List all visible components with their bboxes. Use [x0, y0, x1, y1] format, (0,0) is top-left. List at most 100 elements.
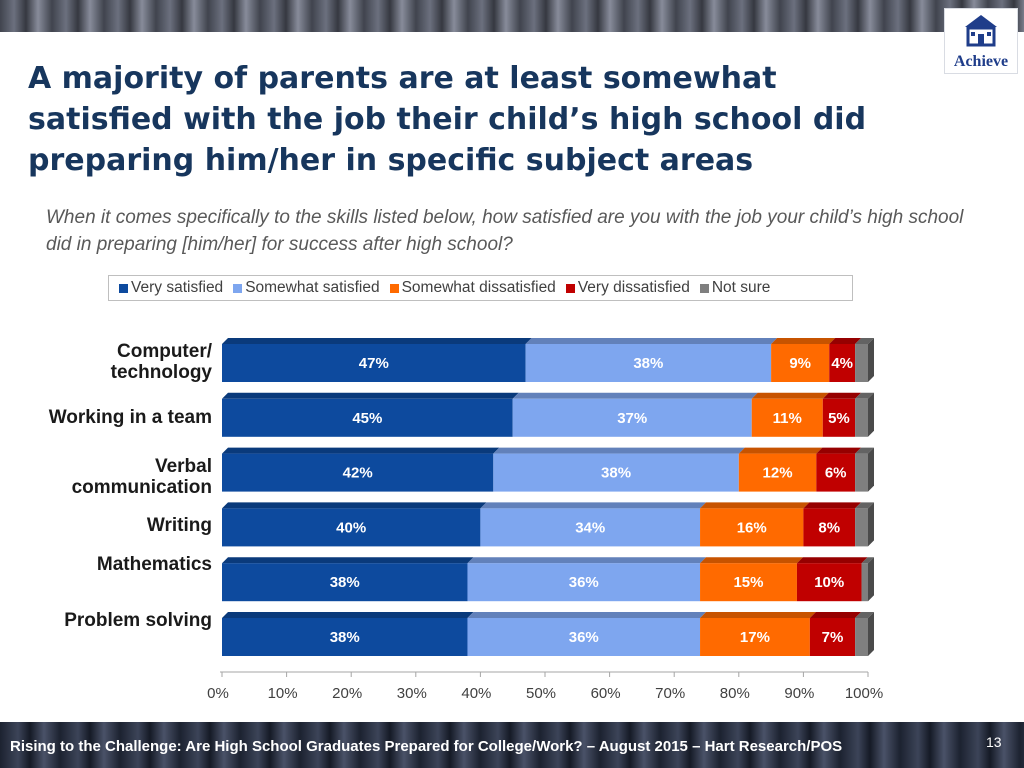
bar-segment-very-satisfied: [222, 338, 532, 382]
bar-top: [493, 447, 745, 454]
bar-top: [855, 392, 874, 399]
x-tick-label: 60%: [591, 685, 621, 702]
x-tick-label: 30%: [397, 685, 427, 702]
bar-top: [222, 447, 500, 454]
bar-top: [738, 447, 823, 454]
bar-top: [700, 557, 803, 564]
bar-top: [855, 338, 874, 344]
bar-front: [493, 453, 739, 492]
survey-question: When it comes specifically to the skills…: [46, 207, 964, 255]
legend-swatch: [233, 283, 243, 293]
data-label: 37%: [617, 410, 647, 427]
bar-side: [868, 612, 874, 656]
bar-segment-not-sure: [855, 392, 874, 437]
category-label: Writing: [147, 515, 212, 536]
data-label: 45%: [352, 410, 382, 427]
bar-front: [700, 508, 804, 547]
bar-front: [855, 453, 868, 492]
bar-front: [855, 618, 868, 656]
data-label: 8%: [818, 519, 840, 536]
bar-front: [855, 508, 868, 547]
x-tick-label: 50%: [526, 685, 556, 702]
bar-segment-somewhat-satisfied: [525, 338, 778, 382]
bar-front: [771, 344, 830, 382]
legend-item-very-dissatisfied: Very dissatisfied: [565, 279, 690, 297]
schoolhouse-icon: [965, 15, 997, 47]
x-tick-label: 90%: [784, 685, 814, 702]
bar-segment-somewhat-satisfied: [480, 502, 707, 547]
x-tick-label: 0%: [207, 685, 229, 702]
legend-label: Not sure: [711, 279, 771, 296]
bar-top: [829, 338, 862, 344]
bar-top: [861, 557, 874, 564]
legend-swatch: [699, 283, 709, 293]
bar-top: [855, 447, 874, 454]
bar-segment-somewhat-dissatisfied: [751, 392, 829, 437]
bar-top: [751, 392, 829, 399]
bar-segment-very-dissatisfied: [822, 392, 862, 437]
stacked-bar-chart: Computer/technology 47% 38% 9% 4% Working in …: [49, 338, 883, 702]
bar-segment-very-dissatisfied: [796, 557, 868, 602]
bar-side: [868, 447, 874, 492]
bar-segment-very-satisfied: [222, 447, 500, 492]
footer-bar: Rising to the Challenge: Are High School…: [0, 722, 1024, 768]
category-label: Verbal communication: [72, 456, 212, 498]
category-label: Problem solving: [64, 610, 212, 631]
x-tick-label: 70%: [655, 685, 685, 702]
x-tick-label: 80%: [720, 685, 750, 702]
bar-front: [861, 563, 868, 602]
bar-top: [771, 338, 836, 344]
bar-top: [816, 447, 862, 454]
bar-segment-somewhat-dissatisfied: [700, 557, 803, 602]
category-label: Working in a team: [49, 407, 212, 428]
data-label: 36%: [569, 574, 599, 591]
legend-item-somewhat-satisfied: Somewhat satisfied: [233, 279, 380, 297]
data-label: 7%: [822, 629, 844, 646]
bar-front: [700, 618, 810, 656]
legend-swatch: [119, 283, 128, 293]
data-label: 4%: [831, 355, 853, 372]
legend-item-not-sure: Not sure: [699, 279, 771, 297]
bar-top: [700, 612, 816, 618]
bar-top: [700, 502, 810, 509]
bar-front: [222, 563, 468, 602]
bar-top: [222, 502, 487, 509]
bar-segment-somewhat-dissatisfied: [700, 502, 810, 547]
data-label: 38%: [601, 465, 631, 482]
bar-front: [700, 563, 797, 602]
bar-segment-very-satisfied: [222, 557, 474, 602]
bar-top: [822, 392, 862, 399]
header-photo-banner: [0, 0, 1024, 32]
page-number: 13: [986, 734, 1002, 750]
bar-segment-not-sure: [855, 612, 874, 656]
legend-item-somewhat-dissatisfied: Somewhat dissatisfied: [389, 279, 556, 297]
data-label: 15%: [733, 574, 763, 591]
bar-top: [222, 612, 474, 618]
x-tick-label: 20%: [332, 685, 362, 702]
x-tick-label: 100%: [845, 685, 883, 702]
data-label: 40%: [336, 519, 366, 536]
bar-front: [222, 398, 513, 437]
bar-side: [868, 557, 874, 602]
bar-top: [855, 612, 874, 618]
page-title: A majority of parents are at least somew…: [28, 61, 867, 178]
bar-top: [222, 392, 519, 399]
chart-legend: Very satisfied Somewhat satisfied Somewhat…: [108, 275, 853, 301]
bar-segment-somewhat-satisfied: [467, 557, 707, 602]
bar-segment-very-dissatisfied: [809, 612, 862, 656]
bar-segment-not-sure: [855, 447, 874, 492]
data-label: 17%: [740, 629, 770, 646]
data-label: 36%: [569, 629, 599, 646]
bar-top: [796, 557, 868, 564]
legend-swatch: [565, 283, 575, 293]
data-label: 34%: [575, 519, 605, 536]
bar-front: [738, 453, 817, 492]
bar-segment-somewhat-dissatisfied: [771, 338, 836, 382]
bar-top: [480, 502, 707, 509]
bar-segment-somewhat-satisfied: [512, 392, 758, 437]
bar-segment-very-dissatisfied: [816, 447, 862, 492]
bar-segment-very-satisfied: [222, 502, 487, 547]
bar-front: [467, 563, 701, 602]
bar-front: [525, 344, 772, 382]
data-label: 12%: [763, 465, 793, 482]
